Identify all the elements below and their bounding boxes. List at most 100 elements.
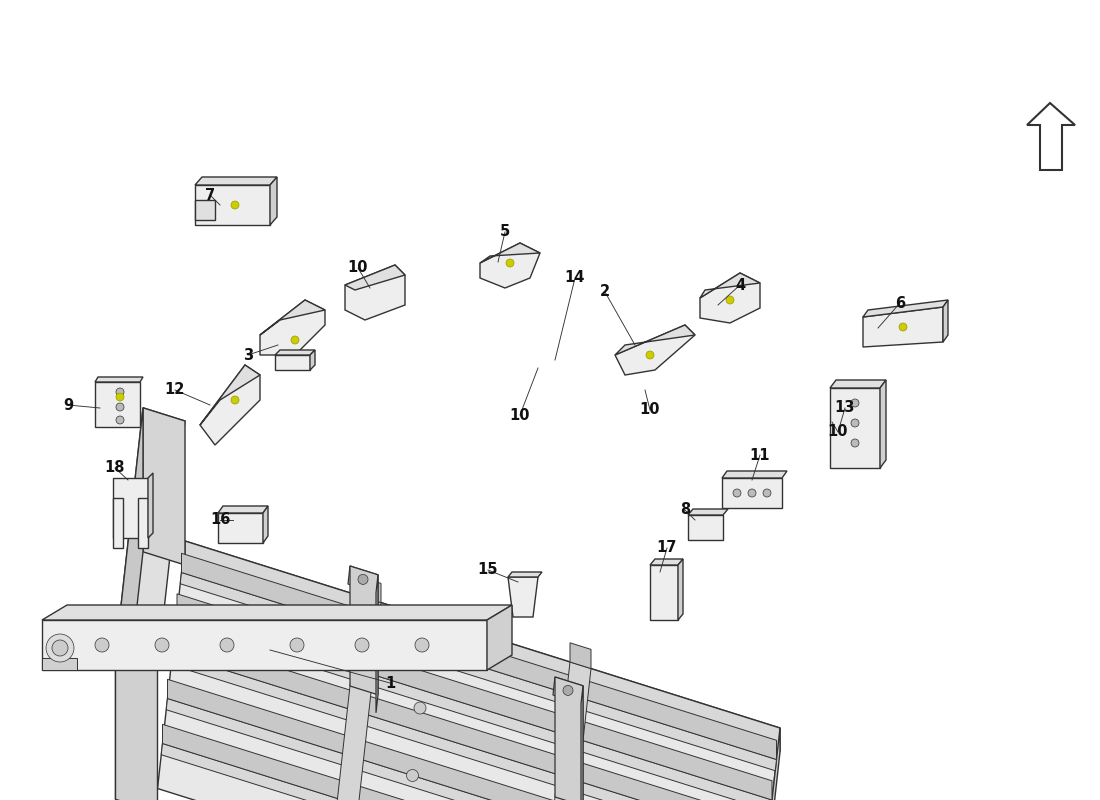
Circle shape	[231, 201, 239, 209]
Circle shape	[563, 686, 573, 695]
Text: 1: 1	[385, 675, 395, 690]
Polygon shape	[182, 554, 777, 759]
Polygon shape	[42, 620, 487, 670]
Circle shape	[52, 640, 68, 656]
Polygon shape	[345, 265, 405, 290]
Polygon shape	[42, 605, 512, 620]
Polygon shape	[177, 594, 772, 800]
Polygon shape	[113, 498, 123, 548]
Polygon shape	[195, 177, 277, 185]
Circle shape	[646, 351, 654, 359]
Polygon shape	[173, 634, 768, 800]
Polygon shape	[310, 350, 315, 370]
Polygon shape	[650, 565, 678, 620]
Polygon shape	[348, 566, 378, 593]
Polygon shape	[275, 350, 315, 355]
Polygon shape	[615, 325, 695, 355]
Polygon shape	[360, 577, 381, 602]
Polygon shape	[700, 273, 760, 323]
Circle shape	[748, 489, 756, 497]
Polygon shape	[508, 572, 542, 577]
Polygon shape	[722, 471, 786, 478]
Circle shape	[116, 393, 124, 401]
Polygon shape	[570, 642, 591, 669]
Text: 10: 10	[348, 261, 369, 275]
Text: 11: 11	[750, 447, 770, 462]
Polygon shape	[752, 728, 780, 800]
Polygon shape	[113, 478, 148, 538]
Circle shape	[851, 439, 859, 447]
Polygon shape	[542, 662, 591, 800]
Polygon shape	[830, 388, 880, 468]
Polygon shape	[185, 541, 780, 752]
Polygon shape	[200, 365, 260, 445]
Polygon shape	[332, 596, 381, 800]
Text: 10: 10	[827, 425, 848, 439]
Polygon shape	[138, 498, 148, 548]
Polygon shape	[42, 658, 77, 670]
Polygon shape	[167, 679, 762, 800]
Text: 12: 12	[165, 382, 185, 398]
Text: 14: 14	[564, 270, 585, 286]
Polygon shape	[350, 566, 378, 694]
Circle shape	[358, 574, 368, 584]
Polygon shape	[480, 243, 540, 288]
Polygon shape	[830, 380, 886, 388]
Polygon shape	[487, 605, 512, 670]
Text: 10: 10	[509, 407, 530, 422]
Text: 6: 6	[895, 295, 905, 310]
Polygon shape	[176, 613, 772, 800]
Text: 13: 13	[835, 401, 855, 415]
Text: 16: 16	[210, 513, 230, 527]
Polygon shape	[162, 743, 758, 800]
Circle shape	[899, 323, 907, 331]
Polygon shape	[1027, 103, 1075, 170]
Text: 9: 9	[63, 398, 73, 413]
Polygon shape	[480, 243, 540, 263]
Circle shape	[116, 388, 124, 396]
Circle shape	[290, 638, 304, 652]
Text: 7: 7	[205, 187, 216, 202]
Polygon shape	[345, 265, 405, 320]
Polygon shape	[163, 724, 758, 800]
Polygon shape	[553, 677, 583, 704]
Circle shape	[116, 403, 124, 411]
Circle shape	[116, 416, 124, 424]
Polygon shape	[195, 200, 214, 220]
Polygon shape	[650, 559, 683, 565]
Polygon shape	[688, 515, 723, 540]
Polygon shape	[376, 574, 378, 713]
Polygon shape	[172, 654, 768, 800]
Circle shape	[46, 634, 74, 662]
Text: 18: 18	[104, 461, 125, 475]
Polygon shape	[166, 698, 762, 800]
Circle shape	[414, 702, 426, 714]
Polygon shape	[260, 300, 324, 355]
Circle shape	[851, 419, 859, 427]
Polygon shape	[148, 473, 153, 538]
Polygon shape	[116, 655, 157, 800]
Polygon shape	[943, 300, 948, 342]
Polygon shape	[116, 408, 185, 669]
Circle shape	[407, 770, 418, 782]
Circle shape	[506, 259, 514, 267]
Circle shape	[220, 638, 234, 652]
Polygon shape	[260, 300, 324, 335]
Text: 15: 15	[477, 562, 498, 578]
Text: 3: 3	[243, 347, 253, 362]
Polygon shape	[722, 478, 782, 508]
Circle shape	[763, 489, 771, 497]
Polygon shape	[615, 325, 695, 375]
Polygon shape	[700, 273, 760, 298]
Polygon shape	[218, 513, 263, 543]
Polygon shape	[95, 377, 143, 382]
Polygon shape	[270, 177, 277, 225]
Polygon shape	[688, 509, 728, 515]
Circle shape	[95, 638, 109, 652]
Circle shape	[851, 399, 859, 407]
Polygon shape	[275, 355, 310, 370]
Text: 5: 5	[499, 225, 510, 239]
Polygon shape	[95, 382, 140, 427]
Polygon shape	[180, 573, 777, 770]
Circle shape	[415, 638, 429, 652]
